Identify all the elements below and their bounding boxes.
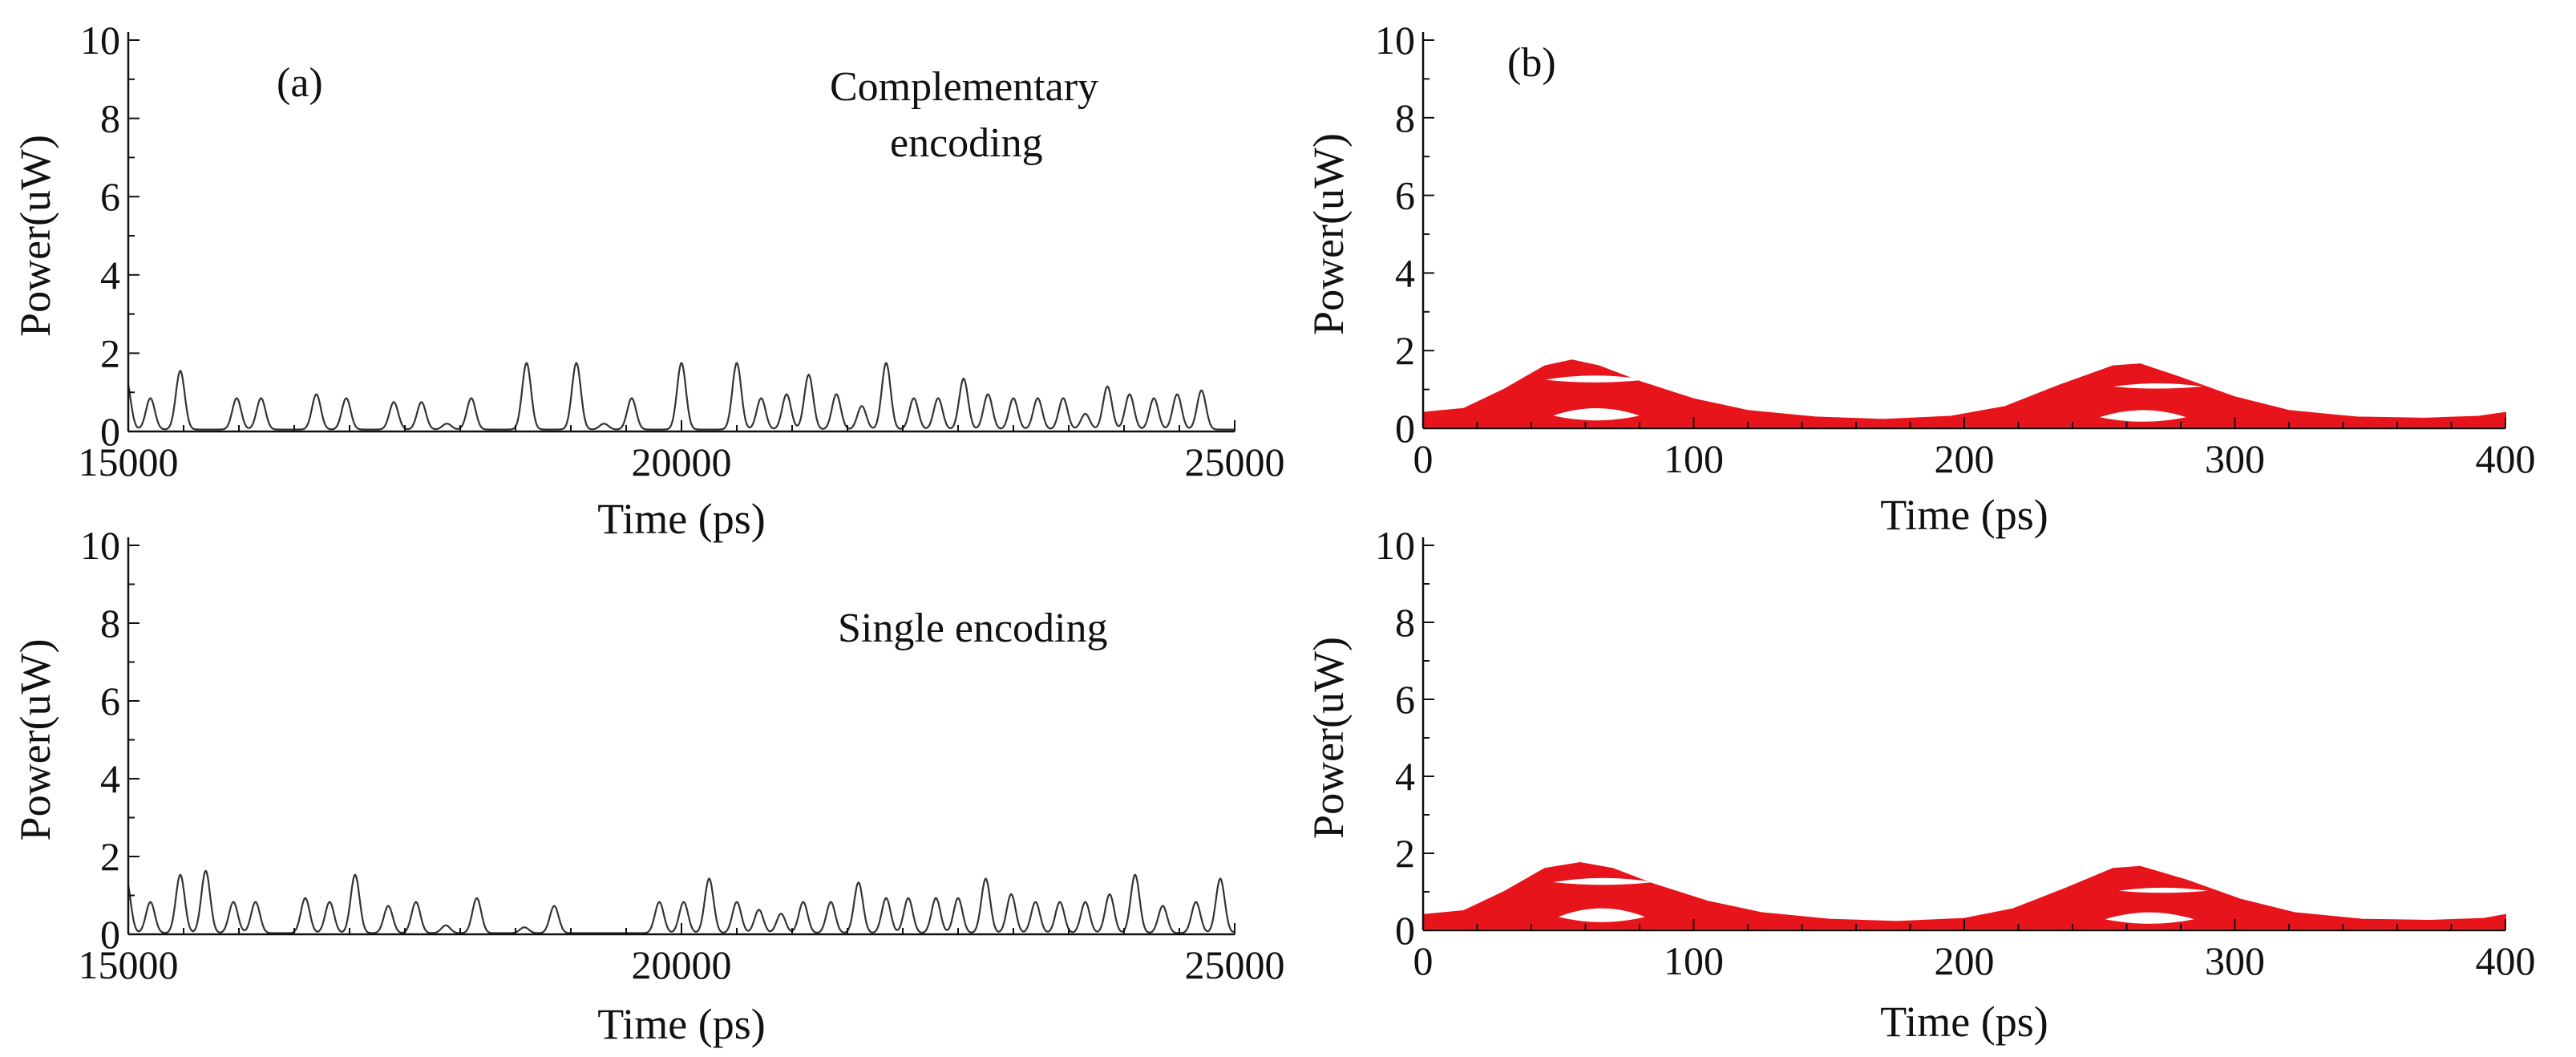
- y-axis-title: Power(uW): [1304, 637, 1353, 839]
- y-tick-label: 2: [100, 330, 120, 375]
- panel-label-a: (a): [277, 60, 323, 106]
- annotation-single-encoding: Single encoding: [838, 605, 1108, 651]
- annotation-complementary-line-2: encoding: [890, 120, 1043, 166]
- y-axis-title: Power(uW): [11, 135, 59, 337]
- y-tick-label: 8: [100, 601, 120, 646]
- y-tick-label: 4: [100, 253, 120, 298]
- eye-opening-2: [1558, 908, 1645, 922]
- x-tick-label: 400: [2476, 938, 2536, 983]
- y-tick-label: 6: [100, 678, 120, 723]
- y-tick-label: 8: [1395, 95, 1415, 140]
- eye-diagram-area: [1422, 359, 2506, 427]
- eye-diagram-area: [1422, 861, 2506, 929]
- x-tick-label: 300: [2205, 436, 2265, 481]
- y-tick-label: 2: [100, 834, 120, 879]
- y-tick-label: 10: [80, 523, 120, 568]
- eye-opening-1: [1544, 375, 1645, 383]
- eye-opening-2: [1553, 407, 1640, 421]
- y-tick-label: 2: [1395, 328, 1415, 373]
- annotation-complementary-line-1: Complementary: [830, 64, 1098, 110]
- y-tick-label: 10: [1375, 18, 1415, 63]
- x-tick-label: 15000: [79, 439, 179, 484]
- y-tick-label: 10: [80, 18, 120, 63]
- y-tick-label: 0: [1395, 908, 1415, 953]
- y-tick-label: 0: [100, 912, 120, 957]
- x-axis-title: Time (ps): [1880, 491, 2048, 539]
- x-tick-label: 0: [1413, 436, 1434, 481]
- x-axis-title: Time (ps): [597, 495, 766, 543]
- panel-label-b: (b): [1507, 40, 1556, 86]
- y-tick-label: 0: [100, 409, 120, 454]
- y-tick-label: 4: [100, 756, 120, 801]
- x-tick-label: 100: [1664, 436, 1724, 481]
- eye-opening-4: [2099, 410, 2186, 422]
- x-tick-label: 200: [1935, 436, 1995, 481]
- x-tick-label: 400: [2476, 436, 2536, 481]
- x-tick-label: 20000: [632, 439, 732, 484]
- x-tick-label: 100: [1664, 938, 1724, 983]
- plot-bottom-left: 0 2 4 6 8 10 15000 20000 25000 Time (ps) Power(uW): [11, 523, 1285, 1048]
- y-tick-label: 10: [1375, 523, 1415, 568]
- power-trace-line: [128, 869, 1235, 934]
- x-axis-title: Time (ps): [597, 1000, 766, 1048]
- y-tick-label: 6: [1395, 173, 1415, 218]
- x-tick-label: 200: [1935, 938, 1995, 983]
- x-tick-label: 0: [1413, 938, 1434, 983]
- x-tick-label: 20000: [632, 942, 732, 987]
- plot-top-left: 0 2 4 6 8 10 15000 20000 25000 Time (ps) Power(uW): [11, 18, 1285, 543]
- y-tick-label: 2: [1395, 831, 1415, 876]
- eye-opening-4: [2105, 912, 2194, 924]
- x-tick-label: 15000: [79, 942, 179, 987]
- y-tick-label: 8: [100, 96, 120, 141]
- x-tick-label: 25000: [1185, 439, 1285, 484]
- eye-opening-3: [2113, 383, 2202, 389]
- x-axis-title: Time (ps): [1880, 998, 2048, 1046]
- power-trace-line: [128, 361, 1235, 431]
- eye-opening-1: [1553, 877, 1653, 885]
- y-tick-label: 4: [1395, 754, 1415, 799]
- y-tick-label: 0: [1395, 406, 1415, 451]
- y-tick-label: 4: [1395, 250, 1415, 295]
- y-tick-label: 8: [1395, 600, 1415, 645]
- eye-opening-3: [2118, 887, 2208, 893]
- y-tick-label: 6: [100, 174, 120, 219]
- y-tick-label: 6: [1395, 677, 1415, 722]
- x-tick-label: 300: [2205, 938, 2265, 983]
- y-axis-title: Power(uW): [11, 639, 59, 841]
- y-axis-title: Power(uW): [1304, 133, 1353, 335]
- x-tick-label: 25000: [1185, 942, 1285, 987]
